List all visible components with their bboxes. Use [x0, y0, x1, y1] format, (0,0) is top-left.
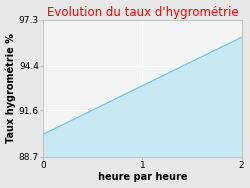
- Title: Evolution du taux d'hygrométrie: Evolution du taux d'hygrométrie: [46, 6, 238, 19]
- X-axis label: heure par heure: heure par heure: [98, 172, 187, 182]
- Y-axis label: Taux hygrométrie %: Taux hygrométrie %: [6, 33, 16, 143]
